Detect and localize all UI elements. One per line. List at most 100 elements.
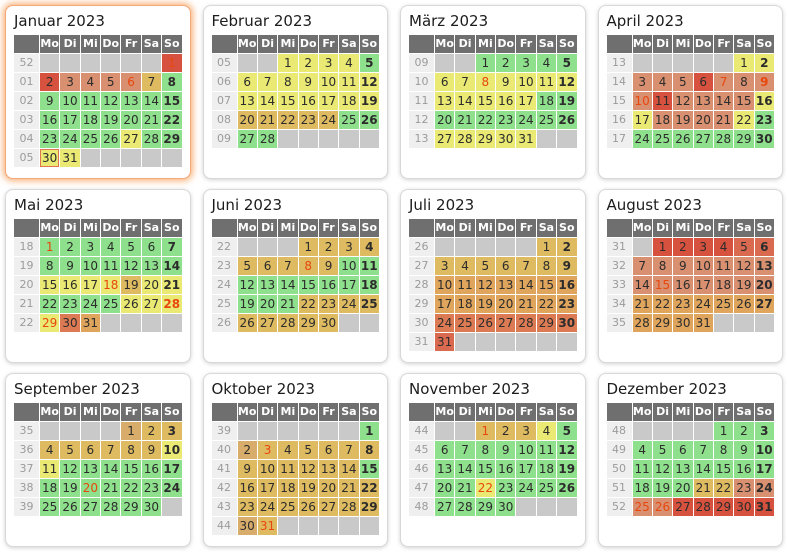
- day-cell: 19: [557, 460, 577, 478]
- week-row: 26 26 27 28 29 30: [211, 314, 379, 332]
- day-cell: 7: [162, 238, 182, 256]
- day-cell: 29: [298, 314, 318, 332]
- day-cell: 8: [359, 441, 379, 459]
- day-cell: 23: [141, 479, 162, 497]
- day-cell: 12: [298, 460, 318, 478]
- month-table: Mo Di Mi Do Fr Sa So 31 1 2 3 4 5 6 32 7 8 9 10 11 12 13 33 14 1…: [606, 218, 776, 333]
- weekday-header-di: Di: [60, 35, 80, 53]
- weekday-header-di: Di: [652, 403, 673, 421]
- day-cell: 9: [298, 73, 318, 91]
- day-cell: 24: [60, 130, 80, 148]
- week-number: 35: [606, 314, 632, 332]
- empty-cell: [652, 422, 673, 440]
- empty-cell: [101, 54, 121, 72]
- weekday-header-mo: Mo: [435, 403, 455, 421]
- week-row: 08 20 21 22 23 24 25 26: [211, 111, 379, 129]
- empty-cell: [673, 422, 693, 440]
- weekday-header-mo: Mo: [237, 219, 257, 237]
- day-cell: 10: [162, 441, 182, 459]
- day-cell: 8: [536, 257, 557, 275]
- day-cell: 16: [318, 276, 339, 294]
- day-cell: 17: [435, 295, 455, 313]
- month-title: April 2023: [606, 12, 684, 30]
- weekday-header-mi: Mi: [278, 219, 298, 237]
- empty-cell: [278, 422, 298, 440]
- weekday-header-sa: Sa: [339, 35, 359, 53]
- day-cell: 4: [536, 422, 557, 440]
- weekday-header-fr: Fr: [121, 403, 141, 421]
- day-cell: 18: [278, 479, 298, 497]
- week-number: 31: [606, 238, 632, 256]
- day-cell: 1: [359, 422, 379, 440]
- day-cell: 15: [475, 460, 496, 478]
- week-number: 06: [211, 73, 237, 91]
- empty-cell: [237, 238, 257, 256]
- day-cell: 18: [536, 460, 557, 478]
- week-number: 42: [211, 479, 237, 497]
- week-row: 43 23 24 25 26 27 28 29: [211, 498, 379, 516]
- empty-cell: [121, 149, 141, 167]
- day-cell: 14: [632, 276, 652, 294]
- week-number: 40: [211, 441, 237, 459]
- day-cell: 1: [475, 54, 496, 72]
- day-cell: 4: [40, 441, 60, 459]
- week-number: 39: [14, 498, 39, 516]
- day-cell: 6: [141, 238, 162, 256]
- month-table: Mo Di Mi Do Fr Sa So 52 1 01 2 3 4 5 6 7 8 02 9 10 11 12 13 14 1…: [13, 34, 183, 168]
- day-cell: 6: [435, 441, 455, 459]
- weekday-header-mi: Mi: [80, 35, 101, 53]
- day-cell: 7: [257, 73, 278, 91]
- day-cell: 27: [673, 498, 693, 516]
- day-cell: 12: [557, 73, 577, 91]
- month-table: Mo Di Mi Do Fr Sa So 35 1 2 3 36 4 5 6 7 8 9 10 37 11 12 13 14 1…: [13, 402, 183, 517]
- day-cell: 21: [162, 276, 182, 294]
- empty-cell: [141, 314, 162, 332]
- day-cell: 30: [557, 314, 577, 332]
- day-cell: 25: [652, 130, 673, 148]
- day-cell: 31: [257, 517, 278, 535]
- empty-cell: [318, 130, 339, 148]
- day-cell: 14: [713, 92, 734, 110]
- day-cell: 25: [101, 295, 121, 313]
- day-cell: 6: [121, 73, 141, 91]
- day-cell: 20: [435, 111, 455, 129]
- week-number: 22: [14, 314, 39, 332]
- week-row: 19 8 9 10 11 12 13 14: [14, 257, 182, 275]
- day-cell: 28: [632, 314, 652, 332]
- week-number: 09: [409, 54, 434, 72]
- week-number: 22: [211, 238, 237, 256]
- empty-cell: [257, 238, 278, 256]
- day-cell: 4: [101, 238, 121, 256]
- month-table: Mo Di Mi Do Fr Sa So 13 1 2 14 3 4 5 6 7 8 9 15 10 11 12 13 14 1…: [606, 34, 776, 149]
- day-cell: 12: [121, 257, 141, 275]
- day-cell: 23: [673, 295, 693, 313]
- day-cell: 18: [101, 276, 121, 294]
- week-number: 02: [14, 92, 39, 110]
- day-cell: 28: [141, 130, 162, 148]
- day-cell: 26: [475, 314, 496, 332]
- day-cell: 15: [652, 276, 673, 294]
- day-cell: 16: [496, 92, 516, 110]
- day-cell: 27: [257, 314, 278, 332]
- day-cell: 1: [536, 238, 557, 256]
- week-row: 26 1 2: [409, 238, 577, 256]
- week-row: 30 24 25 26 27 28 29 30: [409, 314, 577, 332]
- week-number: 25: [211, 295, 237, 313]
- day-cell: 23: [754, 111, 774, 129]
- day-cell: 24: [80, 295, 101, 313]
- day-cell: 11: [632, 460, 652, 478]
- week-number: 45: [409, 441, 434, 459]
- day-cell-today: 30: [40, 149, 60, 167]
- day-cell: 7: [693, 441, 713, 459]
- day-cell: 17: [516, 92, 536, 110]
- week-row: 03 16 17 18 19 20 21 22: [14, 111, 182, 129]
- empty-cell: [734, 314, 754, 332]
- day-cell: 13: [121, 92, 141, 110]
- day-cell: 18: [536, 92, 557, 110]
- day-cell: 21: [455, 111, 475, 129]
- day-cell: 25: [536, 479, 557, 497]
- week-number: 36: [14, 441, 39, 459]
- day-cell: 2: [754, 54, 774, 72]
- weekday-header-do: Do: [693, 219, 713, 237]
